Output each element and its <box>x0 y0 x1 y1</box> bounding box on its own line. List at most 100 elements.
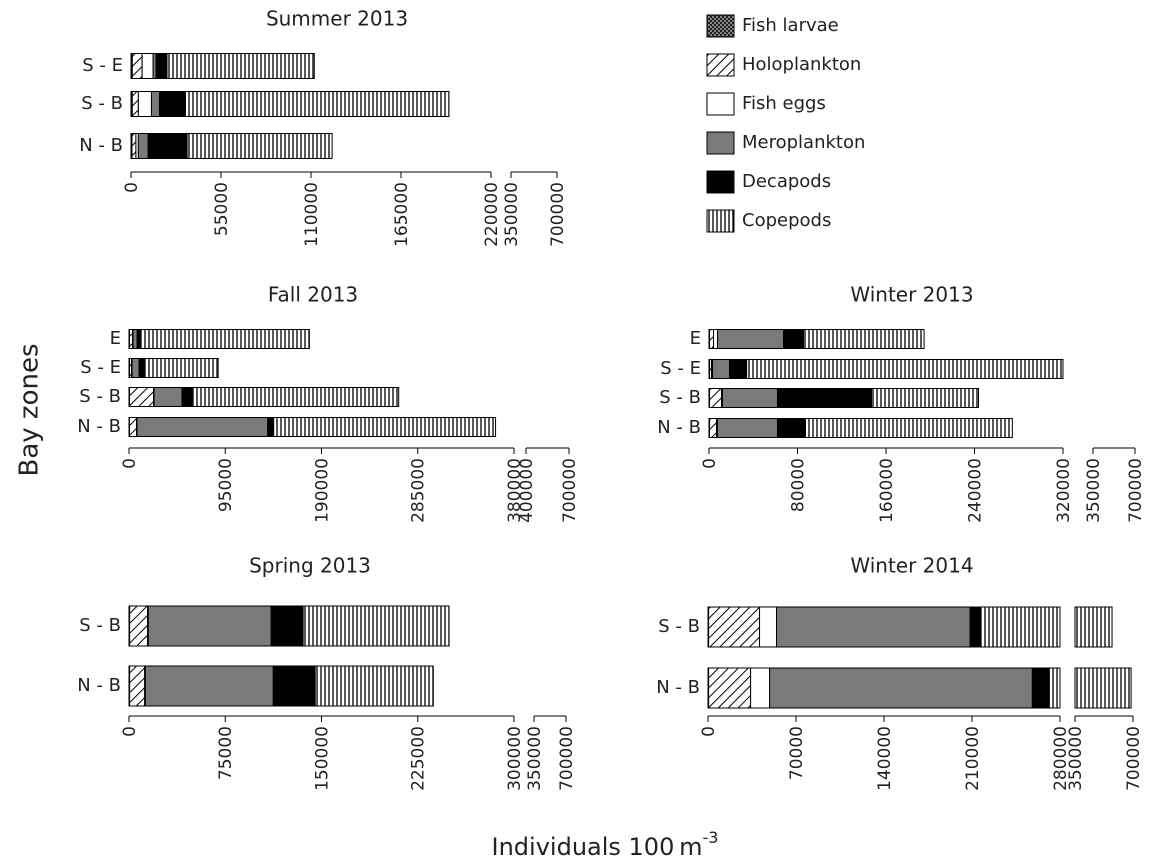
bar-segment <box>267 417 275 437</box>
x-tick-label: 190000 <box>312 458 332 523</box>
bar-segment <box>138 358 145 378</box>
bar-segment <box>1031 667 1050 709</box>
x-tick-label: 75000 <box>216 726 236 780</box>
bar-segment <box>129 387 155 407</box>
x-tick-label: 700000 <box>560 458 580 523</box>
x-tick-label: 700000 <box>1126 458 1146 523</box>
category-label: N - B <box>79 135 123 156</box>
bar-segment <box>272 665 316 707</box>
bar-segment <box>708 667 752 709</box>
bar-segment <box>802 329 925 349</box>
x-tick-label: 350000 <box>1084 458 1104 523</box>
bar-segment <box>273 417 497 437</box>
bar-segment <box>709 388 723 408</box>
x-tick-label: 160000 <box>877 458 897 523</box>
legend-swatch <box>706 170 735 194</box>
x-axis-label-text: Individuals 100 m <box>492 833 703 861</box>
x-tick-label: 280000 <box>1051 726 1071 791</box>
x-axis-label: Individuals 100 m-3 <box>492 828 719 862</box>
legend-label: Holoplankton <box>742 54 861 75</box>
bar-segment <box>153 387 183 407</box>
bar-segment <box>131 133 137 159</box>
bar-segment <box>969 606 981 648</box>
chart-title: Winter 2013 <box>850 283 973 307</box>
x-tick-label: 140000 <box>875 726 895 791</box>
legend-swatch <box>706 209 735 233</box>
bar-segment <box>729 359 748 379</box>
bar-segment <box>776 606 971 648</box>
bar-segment <box>1074 606 1113 648</box>
bar-segment <box>708 606 761 648</box>
y-axis-label: Bay zones <box>15 344 45 477</box>
bar-segment <box>144 665 274 707</box>
legend-swatch <box>706 131 735 155</box>
chart-title: Spring 2013 <box>249 554 371 578</box>
bar-segment <box>270 605 304 647</box>
bar-segment <box>137 133 149 159</box>
category-label: E <box>110 328 121 349</box>
chart-title: Summer 2013 <box>266 7 408 31</box>
bar-segment <box>713 329 719 349</box>
category-label: S - B <box>79 615 121 636</box>
bar-segment <box>132 329 138 349</box>
category-label: S - B <box>79 386 121 407</box>
x-tick-label: 0 <box>699 726 719 737</box>
bar-segment <box>147 133 188 159</box>
legend-label: Decapods <box>742 171 831 192</box>
bar-segment <box>139 329 310 349</box>
legend-label: Fish larvae <box>742 15 839 36</box>
bar-segment <box>141 53 154 79</box>
bar-segment <box>136 417 269 437</box>
x-tick-label: 110000 <box>302 182 322 247</box>
bar-segment <box>129 605 149 647</box>
bar-segment <box>131 91 139 117</box>
bar-segment <box>717 329 785 349</box>
bar-segment <box>712 359 731 379</box>
bar-segment <box>150 91 160 117</box>
x-tick-label: 55000 <box>212 182 232 236</box>
category-label: S - E <box>80 357 121 378</box>
bar-segment <box>314 665 434 707</box>
x-axis-label-sup: -3 <box>703 828 719 847</box>
x-tick-label: 240000 <box>965 458 985 523</box>
x-tick-label: 210000 <box>963 726 983 791</box>
bar-segment <box>158 91 186 117</box>
legend-label: Fish eggs <box>742 93 826 114</box>
category-label: S - B <box>81 93 123 114</box>
bar-segment <box>709 418 718 438</box>
bar-segment <box>166 53 315 79</box>
bar-segment <box>871 388 979 408</box>
bar-segment <box>750 667 771 709</box>
bar-segment <box>717 418 778 438</box>
x-tick-label: 220000 <box>482 182 502 247</box>
x-tick-label: 80000 <box>788 458 808 512</box>
x-tick-label: 285000 <box>409 458 429 523</box>
bar-segment <box>979 606 1061 648</box>
x-tick-label: 0 <box>122 182 142 193</box>
x-tick-label: 0 <box>120 726 140 737</box>
bar-segment <box>155 53 168 79</box>
x-tick-label: 0 <box>120 458 140 469</box>
chart-title: Fall 2013 <box>268 283 358 307</box>
category-label: E <box>690 328 701 349</box>
bar-segment <box>186 133 333 159</box>
bar-segment <box>129 665 146 707</box>
bar-segment <box>181 387 193 407</box>
bar-segment <box>721 388 778 408</box>
bar-segment <box>804 418 1013 438</box>
x-tick-label: 350000 <box>525 726 545 791</box>
bar-segment <box>137 91 152 117</box>
bar-segment <box>709 329 715 349</box>
x-tick-label: 350000 <box>1066 726 1086 791</box>
x-tick-label: 300000 <box>505 726 525 791</box>
category-label: N - B <box>656 677 700 698</box>
bar-segment <box>129 417 137 437</box>
category-label: S - B <box>659 387 701 408</box>
x-tick-label: 0 <box>700 458 720 469</box>
bar-segment <box>1074 667 1132 709</box>
x-tick-label: 400000 <box>517 458 537 523</box>
x-tick-label: 70000 <box>787 726 807 780</box>
legend-swatch <box>706 92 735 116</box>
bar-segment <box>131 53 143 79</box>
